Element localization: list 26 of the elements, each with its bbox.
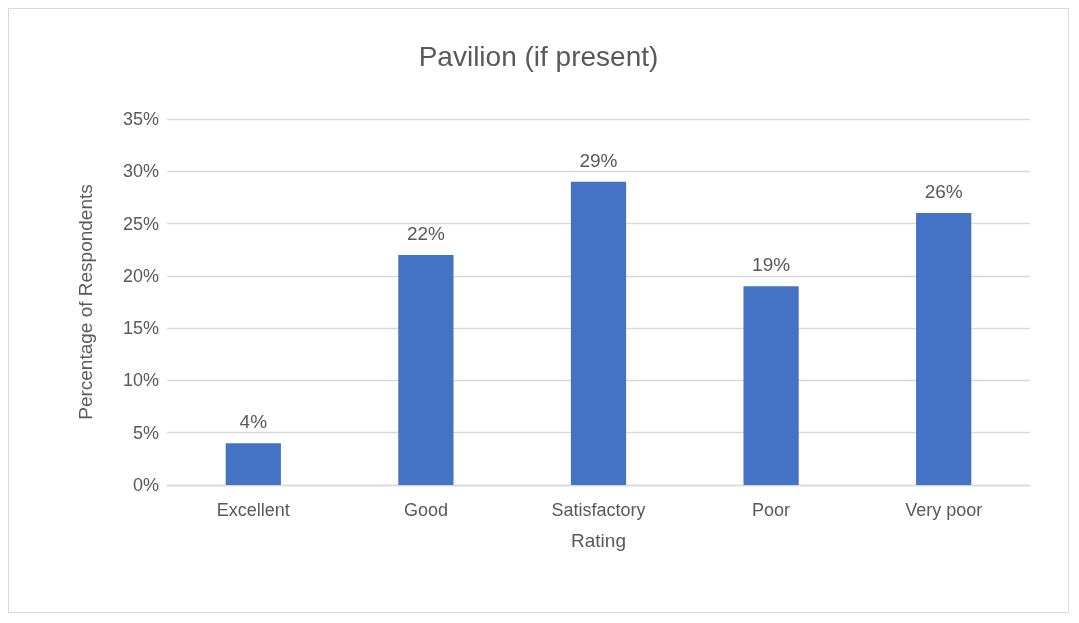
x-tick-label: Good (403, 500, 448, 520)
chart-title: Pavilion (if present) (418, 40, 659, 72)
y-tick-label: 5% (132, 422, 159, 443)
y-tick-label: 35% (122, 109, 159, 129)
x-axis-title: Rating (571, 530, 626, 551)
x-tick-label: Satisfactory (551, 500, 646, 520)
data-label: 19% (752, 254, 791, 276)
x-tick-label: Excellent (216, 500, 290, 520)
y-tick-label: 0% (132, 475, 159, 495)
y-tick-label: 30% (122, 161, 159, 182)
bar (570, 181, 627, 485)
bar (398, 254, 454, 485)
y-tick-label: 25% (122, 213, 159, 234)
bar (743, 286, 799, 485)
x-tick-label: Poor (752, 500, 791, 520)
data-label: 4% (239, 411, 268, 433)
y-tick-label: 15% (122, 318, 159, 339)
data-label: 22% (406, 222, 446, 244)
bar (916, 213, 972, 485)
y-tick-label: 20% (122, 265, 159, 286)
y-axis-title: Percentage of Respondents (75, 184, 96, 420)
x-tick-label: Very poor (905, 500, 983, 520)
bar (225, 443, 281, 485)
data-label: 29% (579, 149, 618, 171)
data-label: 26% (924, 181, 963, 203)
y-tick-label: 10% (122, 370, 159, 391)
